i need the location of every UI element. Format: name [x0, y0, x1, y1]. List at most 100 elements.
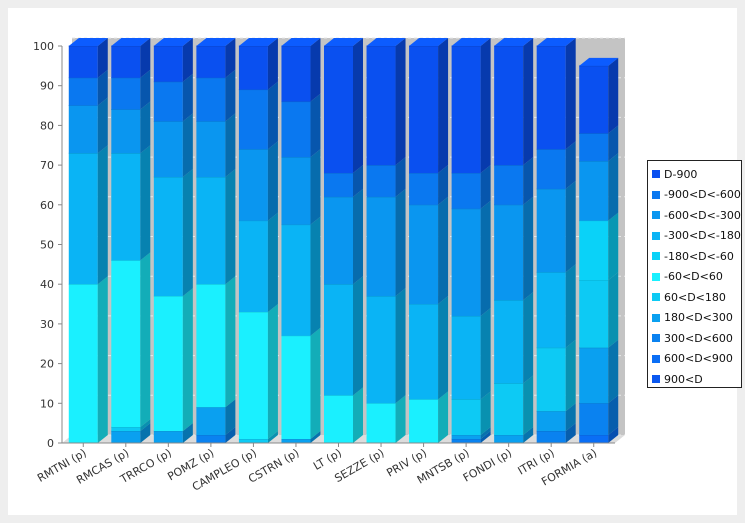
bar-segment-front	[579, 220, 609, 281]
bar-segment-front	[153, 296, 183, 432]
bar-segment-side	[353, 38, 363, 174]
legend-label: 180<D<300	[664, 311, 733, 325]
bar-segment-side	[608, 272, 619, 348]
bar-segment-side	[480, 307, 491, 400]
legend-swatch	[652, 211, 660, 220]
bar-segment	[366, 288, 406, 404]
bar-top	[324, 38, 363, 46]
bar-segment-front	[111, 77, 141, 110]
legend-label: -60<D<60	[664, 270, 723, 284]
bar-segment-side	[438, 391, 449, 443]
bar-segment-side	[608, 57, 619, 134]
bar-segment-front	[579, 161, 609, 221]
bar-stack	[536, 38, 576, 443]
bar-segment-front	[153, 46, 183, 82]
bar-segment-side	[182, 38, 193, 82]
bar-segment	[324, 188, 363, 285]
legend: D-900 -900<D<-600 -600<D<-300 -300<D<-180 -1…	[647, 160, 742, 388]
bar-segment-front	[153, 177, 183, 297]
bar-segment-front	[579, 435, 609, 443]
bar-segment	[324, 276, 363, 396]
bar-segment-side	[225, 276, 236, 408]
bar-segment	[68, 38, 108, 78]
bar-top	[238, 38, 278, 46]
bar-segment-side	[225, 399, 236, 436]
bar-segment-front	[451, 399, 481, 436]
bar-segment-front	[451, 315, 481, 400]
bar-segment-front	[324, 46, 353, 174]
bar-segment	[451, 165, 491, 209]
bar-segment-front	[451, 439, 481, 443]
legend-item: -180<D<-60	[652, 246, 741, 267]
bar-top	[281, 38, 321, 46]
bar-top	[451, 38, 491, 46]
bar-segment-side	[140, 145, 151, 261]
bar-segment-side	[310, 38, 321, 102]
bar-segment	[536, 403, 576, 432]
y-tick-label: 30	[40, 318, 54, 331]
bar-segment-side	[97, 276, 108, 443]
bar-segment	[579, 153, 619, 221]
bar-segment-side	[310, 149, 321, 225]
bar-segment-side	[395, 157, 406, 197]
legend-swatch	[652, 293, 660, 302]
bar-segment-front	[238, 149, 268, 221]
y-tick-label: 20	[40, 358, 54, 371]
legend-label: 300<D<600	[664, 331, 733, 345]
bar-segment	[536, 264, 576, 348]
bar-segment-side	[97, 69, 108, 106]
bar-segment-front	[238, 439, 268, 443]
bar-segment	[494, 157, 534, 205]
bar-segment	[579, 272, 619, 348]
bar-stack	[494, 38, 534, 443]
bar-segment-front	[536, 46, 566, 150]
bar-segment-front	[536, 411, 566, 432]
bar-segment-side	[225, 69, 236, 122]
bar-segment-front	[579, 133, 609, 162]
bar-segment-side	[140, 252, 151, 428]
bar-segment-side	[608, 125, 619, 162]
bar-segment-side	[480, 391, 491, 436]
bar-segment-side	[565, 38, 576, 150]
bar-segment-side	[182, 73, 193, 122]
bar-segment	[281, 93, 321, 158]
bar-segment	[494, 196, 534, 301]
bar-segment-side	[608, 395, 619, 436]
bar-segment-side	[523, 292, 534, 384]
legend-label: -600<D<-300	[664, 208, 741, 222]
bar-segment	[238, 212, 278, 312]
bar-segment	[324, 387, 363, 443]
bar-segment	[281, 216, 321, 336]
bar-stack	[579, 57, 619, 443]
y-tick-label: 10	[40, 397, 54, 410]
legend-label: -300<D<-180	[664, 229, 741, 243]
bar-top	[153, 38, 193, 46]
bar-segment-side	[523, 157, 534, 205]
bar-segment	[281, 38, 321, 102]
bar-segment-front	[409, 304, 439, 400]
bar-segment-front	[68, 77, 98, 106]
bar-segment	[451, 200, 491, 316]
bar-top	[579, 57, 619, 66]
bar-segment-front	[536, 347, 566, 412]
bar-segment-front	[409, 46, 439, 174]
y-axis: 0 10 20 30 40 50 60 70 80 90 100	[33, 40, 63, 450]
bar-segment-front	[536, 272, 566, 348]
bar-segment-front	[281, 335, 311, 440]
bar-segment-side	[608, 153, 619, 221]
y-tick-label: 0	[47, 437, 54, 450]
legend-item: 300<D<600	[652, 328, 741, 349]
bar-stack	[409, 38, 449, 443]
bar-segment-side	[438, 38, 449, 174]
bar-segment-front	[324, 196, 353, 285]
bar-segment-front	[324, 284, 353, 396]
legend-swatch	[652, 334, 660, 343]
bar-segment-side	[182, 113, 193, 178]
bar-segment	[451, 391, 491, 436]
bar-segment	[324, 38, 363, 174]
bar-segment-front	[536, 188, 566, 273]
bar-segment-side	[565, 423, 576, 443]
y-tick-label: 40	[40, 278, 54, 291]
bar-segment	[196, 38, 236, 78]
bar-segment-side	[267, 38, 278, 90]
